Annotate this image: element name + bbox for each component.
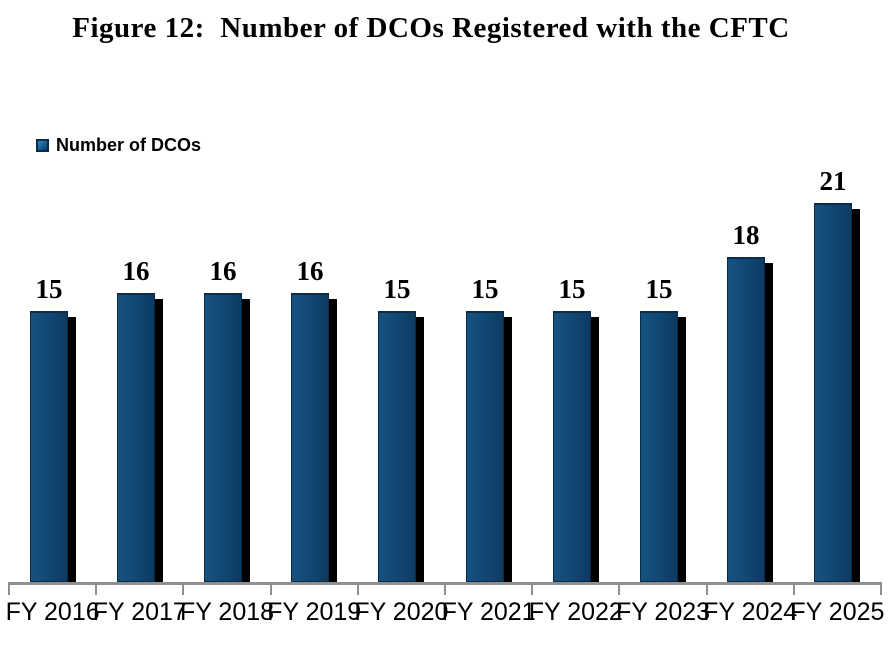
value-label-fy-2016: 15: [35, 274, 63, 304]
bar-shadow-fy-2021: [504, 317, 512, 582]
x-axis-tick: [792, 582, 795, 595]
x-axis-label-fy-2025: FY 2025: [790, 598, 885, 626]
bar-fy-2022: [553, 311, 591, 582]
bar-fy-2020: [378, 311, 416, 582]
x-axis-label-fy-2020: FY 2020: [354, 598, 449, 626]
bar-fy-2019: [291, 293, 329, 582]
x-axis-label-fy-2016: FY 2016: [5, 598, 100, 626]
bar-fy-2021: [466, 311, 504, 582]
x-axis-label-fy-2024: FY 2024: [703, 598, 798, 626]
value-label-fy-2020: 15: [383, 274, 411, 304]
x-axis-label-fy-2022: FY 2022: [528, 598, 623, 626]
value-label-fy-2019: 16: [296, 256, 324, 286]
bar-shadow-fy-2017: [155, 299, 163, 582]
legend: Number of DCOs: [36, 135, 201, 156]
bar-shadow-fy-2018: [242, 299, 250, 582]
x-axis-tick: [269, 582, 272, 595]
bar-fy-2024: [727, 257, 765, 582]
x-axis-tick: [95, 582, 98, 595]
chart-title: Figure 12: Number of DCOs Registered wit…: [72, 12, 790, 44]
bar-shadow-fy-2019: [329, 299, 337, 582]
x-axis-tick: [182, 582, 185, 595]
legend-label: Number of DCOs: [56, 135, 202, 155]
bar-shadow-fy-2025: [852, 209, 860, 582]
x-axis-tick: [705, 582, 708, 595]
x-axis-label-fy-2021: FY 2021: [441, 598, 536, 626]
x-axis-tick: [8, 582, 10, 595]
bar-shadow-fy-2020: [416, 317, 424, 582]
bar-fy-2025: [814, 203, 852, 582]
x-axis-tick: [618, 582, 621, 595]
legend-marker-icon: [36, 139, 49, 152]
bar-shadow-fy-2024: [765, 263, 773, 582]
x-axis-label-fy-2017: FY 2017: [92, 598, 187, 626]
value-label-fy-2021: 15: [471, 274, 499, 304]
value-label-fy-2025: 21: [819, 166, 847, 196]
value-label-fy-2023: 15: [645, 274, 673, 304]
bar-fy-2016: [30, 311, 68, 582]
x-axis-label-fy-2018: FY 2018: [179, 598, 275, 626]
bar-fy-2017: [117, 293, 155, 582]
bar-fy-2023: [640, 311, 678, 582]
value-label-fy-2018: 16: [209, 256, 237, 286]
bar-shadow-fy-2016: [68, 317, 76, 582]
bar-fy-2018: [204, 293, 242, 582]
bar-shadow-fy-2023: [678, 317, 686, 582]
value-label-fy-2022: 15: [558, 274, 586, 304]
value-label-fy-2024: 18: [732, 220, 760, 250]
x-axis-tick: [444, 582, 446, 595]
bar-shadow-fy-2022: [591, 317, 599, 582]
x-axis-label-fy-2023: FY 2023: [615, 598, 711, 626]
x-axis-label-fy-2019: FY 2019: [267, 598, 362, 626]
x-axis-tick: [356, 582, 359, 595]
value-label-fy-2017: 16: [122, 256, 150, 286]
x-axis-tick: [531, 582, 534, 595]
x-axis-tick: [880, 582, 882, 595]
